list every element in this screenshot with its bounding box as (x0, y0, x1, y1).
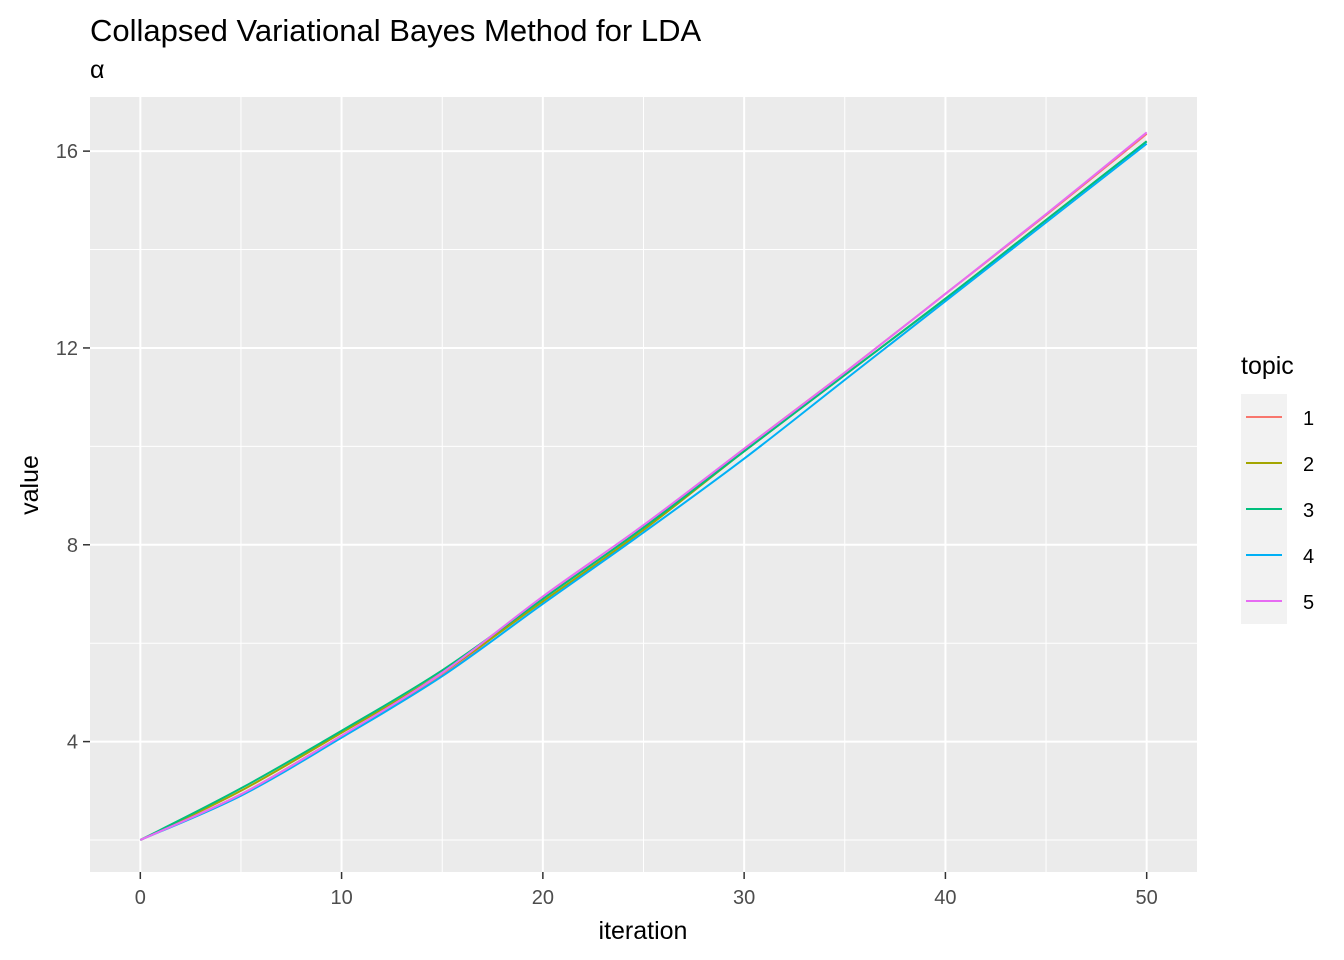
series-line-topic-4 (139, 142, 1148, 841)
y-tick-label: 8 (67, 535, 78, 557)
grid-major (90, 97, 1197, 872)
legend-label-topic-5: 5 (1303, 592, 1314, 614)
x-tick-label: 0 (135, 887, 146, 909)
chart-title: Collapsed Variational Bayes Method for L… (90, 13, 701, 48)
y-tick-label: 16 (56, 141, 78, 163)
y-tick-label: 4 (67, 732, 78, 754)
x-axis-title: iteration (599, 917, 688, 945)
series-line-topic-5 (139, 131, 1148, 841)
x-tick-label: 50 (1136, 887, 1158, 909)
x-axis: 0 10 20 30 40 50 (135, 872, 1158, 909)
y-axis-title: value (16, 455, 44, 515)
legend-label-topic-1: 1 (1303, 408, 1314, 430)
x-tick-label: 20 (532, 887, 554, 909)
chart-subtitle: α (90, 56, 104, 84)
y-axis: 4 8 12 16 (56, 141, 90, 754)
series-lines (139, 131, 1148, 841)
series-line-topic-3 (139, 140, 1148, 841)
legend-label-topic-4: 4 (1303, 546, 1314, 568)
legend-title: topic (1241, 352, 1294, 380)
x-tick-label: 30 (733, 887, 755, 909)
legend-keys: 1 2 3 4 5 (1241, 394, 1314, 624)
legend-label-topic-2: 2 (1303, 454, 1314, 476)
x-tick-label: 40 (934, 887, 956, 909)
legend: topic 1 2 3 4 5 (1241, 352, 1314, 624)
y-tick-label: 12 (56, 338, 78, 360)
x-tick-label: 10 (330, 887, 352, 909)
legend-label-topic-3: 3 (1303, 500, 1314, 522)
grid-minor (90, 97, 1197, 872)
